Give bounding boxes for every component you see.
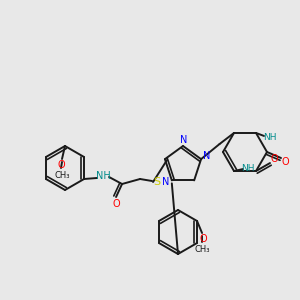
Text: S: S [154, 177, 160, 187]
Text: O: O [112, 199, 120, 209]
Text: NH: NH [263, 134, 277, 142]
Text: O: O [57, 160, 65, 170]
Text: N: N [180, 135, 188, 145]
Text: O: O [281, 157, 289, 167]
Text: NH: NH [96, 171, 110, 181]
Text: N: N [203, 151, 211, 161]
Text: O: O [270, 154, 278, 164]
Text: O: O [199, 234, 207, 244]
Text: NH: NH [241, 164, 255, 172]
Text: CH₃: CH₃ [194, 244, 210, 253]
Text: CH₃: CH₃ [54, 170, 70, 179]
Text: N: N [162, 177, 169, 188]
